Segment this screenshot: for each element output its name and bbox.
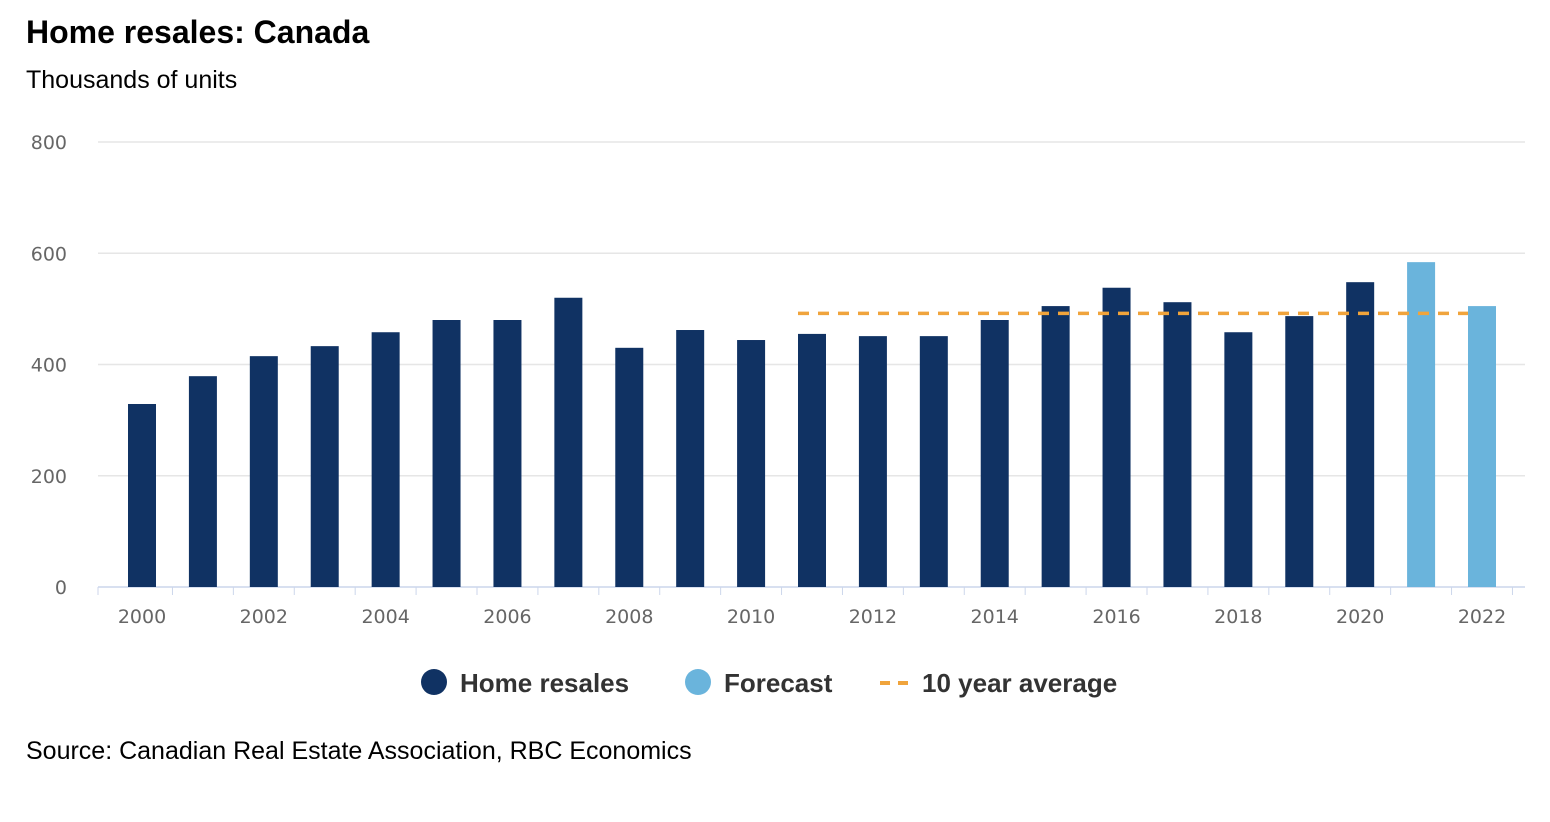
chart-subtitle: Thousands of units — [26, 66, 238, 94]
source-note: Source: Canadian Real Estate Association… — [26, 737, 692, 765]
x-tick-label: 2014 — [971, 606, 1019, 628]
bar-home-resales-2009[interactable] — [676, 330, 705, 587]
legend-marker-home-resales — [421, 669, 447, 695]
bar-forecast-2021[interactable] — [1407, 262, 1436, 587]
bar-home-resales-2006[interactable] — [493, 320, 522, 587]
bar-home-resales-2019[interactable] — [1285, 316, 1314, 587]
x-tick-label: 2012 — [849, 606, 897, 628]
x-tick-label: 2000 — [118, 606, 166, 628]
bar-home-resales-2007[interactable] — [554, 297, 583, 587]
legend-label-10-year-average[interactable]: 10 year average — [922, 668, 1117, 698]
y-tick-label: 600 — [31, 243, 67, 265]
x-tick-label: 2008 — [605, 606, 653, 628]
bar-home-resales-2000[interactable] — [128, 403, 156, 587]
bar-home-resales-2011[interactable] — [798, 333, 826, 587]
bar-home-resales-2017[interactable] — [1163, 302, 1192, 587]
bar-home-resales-2003[interactable] — [310, 346, 339, 587]
x-tick-label: 2004 — [361, 606, 409, 628]
bar-home-resales-2018[interactable] — [1224, 332, 1253, 587]
legend-marker-forecast — [685, 669, 711, 695]
x-tick-label: 2002 — [240, 606, 288, 628]
x-tick-label: 2016 — [1092, 606, 1140, 628]
bar-home-resales-2010[interactable] — [737, 340, 766, 587]
bar-home-resales-2013[interactable] — [919, 336, 948, 587]
bar-home-resales-2020[interactable] — [1346, 282, 1375, 587]
legend-label-home-resales[interactable]: Home resales — [460, 668, 629, 698]
x-tick-label: 2010 — [727, 606, 775, 628]
bar-home-resales-2015[interactable] — [1041, 306, 1070, 587]
bar-home-resales-2005[interactable] — [432, 320, 461, 587]
bar-home-resales-2001[interactable] — [188, 376, 217, 587]
bar-home-resales-2002[interactable] — [249, 356, 278, 587]
bar-home-resales-2012[interactable] — [858, 336, 887, 587]
x-tick-label: 2020 — [1336, 606, 1384, 628]
bar-home-resales-2016[interactable] — [1102, 287, 1131, 587]
y-tick-label: 200 — [31, 466, 67, 488]
bar-forecast-2022[interactable] — [1468, 306, 1496, 587]
x-tick-label: 2018 — [1214, 606, 1262, 628]
bar-home-resales-2008[interactable] — [615, 347, 644, 587]
legend-label-forecast[interactable]: Forecast — [724, 668, 833, 698]
y-tick-label: 800 — [31, 132, 67, 154]
y-tick-label: 0 — [55, 577, 67, 599]
x-tick-label: 2006 — [483, 606, 531, 628]
bar-home-resales-2014[interactable] — [980, 320, 1009, 587]
x-tick-label: 2022 — [1458, 606, 1506, 628]
chart-title: Home resales: Canada — [26, 14, 370, 50]
bar-home-resales-2004[interactable] — [371, 332, 400, 587]
y-tick-label: 400 — [31, 355, 67, 377]
